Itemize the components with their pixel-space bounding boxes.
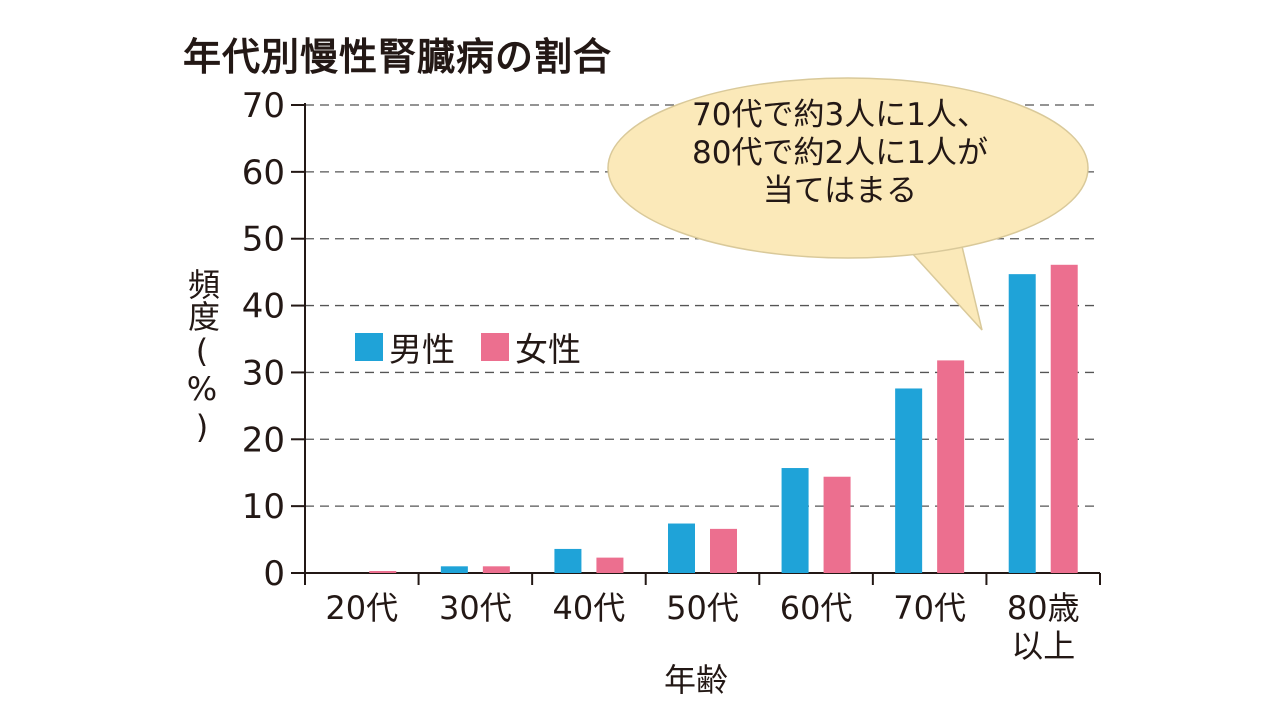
y-tick-label-50: 50 xyxy=(242,220,285,260)
y-tick-label-30: 30 xyxy=(242,353,285,393)
bar-female-3 xyxy=(710,528,737,573)
x-tick-labels: 20代 30代 40代 50代 60代 70代 80歳以上 xyxy=(325,589,1079,665)
bar-female-6 xyxy=(1050,264,1078,573)
x-tick-label-6: 80歳以上 xyxy=(1007,589,1080,665)
callout-ellipse xyxy=(607,77,1089,259)
bar-female-2 xyxy=(596,557,624,573)
legend-item-female: 女性 xyxy=(481,323,581,371)
y-tick-label-70: 70 xyxy=(242,86,285,126)
legend-label-male: 男性 xyxy=(389,330,455,369)
x-axis-label: 年齢 xyxy=(664,661,729,699)
callout-joint xyxy=(898,236,962,244)
legend-item-male: 男性 xyxy=(355,323,455,371)
y-tick-label-20: 20 xyxy=(242,420,285,460)
callout-line-3: 当てはまる xyxy=(762,173,918,209)
axes xyxy=(291,103,1101,585)
bar-male-2 xyxy=(554,548,582,573)
bar-male-5 xyxy=(895,388,923,573)
y-tick-label-60: 60 xyxy=(242,153,285,193)
bar-male-6 xyxy=(1008,274,1036,573)
x-tick-label-1: 30代 xyxy=(439,589,512,627)
x-tick-label-5: 70代 xyxy=(893,589,966,627)
bar-male-1 xyxy=(440,566,468,573)
callout-bubble xyxy=(607,77,1089,331)
y-tick-label-40: 40 xyxy=(242,287,285,327)
chart-title: 年代別慢性腎臓病の割合 xyxy=(183,35,613,79)
y-tick-label-0: 0 xyxy=(263,554,285,594)
bar-male-3 xyxy=(668,523,695,573)
legend: 男性 女性 xyxy=(355,323,607,371)
x-tick-label-4: 60代 xyxy=(780,589,853,627)
bar-female-1 xyxy=(482,566,510,573)
x-tick-label-2: 40代 xyxy=(553,589,626,627)
legend-label-female: 女性 xyxy=(515,330,581,369)
legend-swatch-male xyxy=(355,333,383,361)
bar-male-4 xyxy=(781,468,809,573)
y-tick-labels: 0 10 20 30 40 50 60 70 xyxy=(242,86,285,594)
callout-line-2: 80代で約2人に1人が xyxy=(692,135,988,171)
y-axis-label: 頻度(%) xyxy=(183,268,221,446)
bar-female-0 xyxy=(369,570,397,573)
legend-swatch-female xyxy=(481,333,509,361)
callout-line-1: 70代で約3人に1人、 xyxy=(692,97,988,133)
callout-text: 70代で約3人に1人、 80代で約2人に1人が 当てはまる xyxy=(620,96,1060,210)
x-tick-label-3: 50代 xyxy=(666,589,739,627)
bars xyxy=(369,264,1078,573)
x-tick-label-0: 20代 xyxy=(325,589,398,627)
bar-female-5 xyxy=(937,360,965,573)
bar-female-4 xyxy=(823,476,851,573)
y-tick-label-10: 10 xyxy=(242,487,285,527)
